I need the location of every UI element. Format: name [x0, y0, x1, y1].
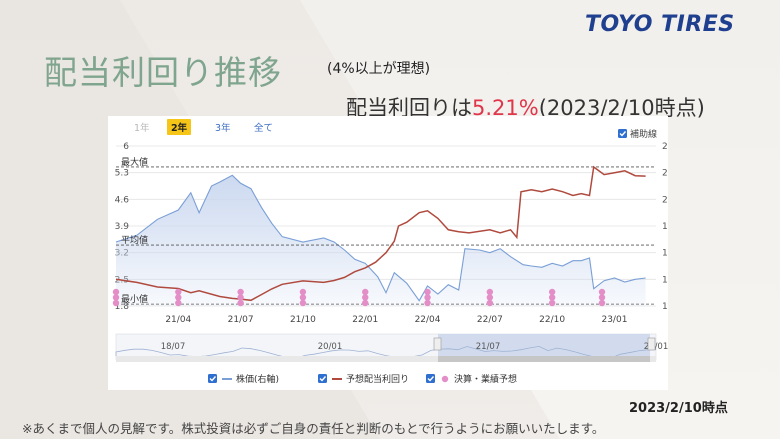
range-navigator[interactable]: 18/07 20/01 21/07 23/01 [115, 333, 668, 362]
left-tick-label: 4.6 [115, 195, 130, 205]
left-tick-label: 6 [123, 142, 129, 152]
navigator-scrollbar[interactable] [116, 356, 656, 362]
check-mark-icon [619, 131, 627, 137]
event-marker [362, 294, 369, 301]
range-tab-label: 3年 [215, 122, 231, 134]
event-marker [548, 294, 556, 301]
event-marker [112, 299, 120, 307]
right-tick-label: 1,700 [662, 249, 668, 259]
x-tick-label: 22/07 [477, 315, 503, 325]
range-tab[interactable]: 全て [254, 122, 273, 134]
navigator-scroll-thumb[interactable] [438, 356, 650, 362]
navigator-label: 21/07 [476, 342, 501, 352]
left-tick-label: 1.8 [115, 302, 130, 312]
range-tab[interactable]: 2年 [167, 119, 191, 135]
event-marker [362, 299, 369, 307]
event-marker [598, 294, 606, 301]
toyo-tires-logo: TOYO TIRES [585, 12, 735, 37]
page-title: 配当利回り推移 [44, 53, 282, 92]
event-marker [424, 294, 431, 301]
right-tick-label: 2,300 [662, 169, 668, 179]
reference-line-label: 最小値 [121, 293, 148, 305]
navigator-left-handle[interactable] [433, 337, 442, 351]
right-tick-label: 2,100 [662, 195, 668, 205]
x-tick-label: 22/04 [415, 315, 441, 325]
legend-item[interactable]: 予想配当利回り [318, 373, 409, 385]
event-marker [486, 288, 494, 296]
event-marker [598, 288, 606, 296]
range-tab[interactable]: 1年 [134, 122, 150, 134]
range-tab[interactable]: 3年 [215, 122, 231, 134]
event-marker [237, 294, 244, 301]
event-marker [112, 288, 120, 296]
x-tick-label: 22/01 [352, 315, 378, 325]
legend-item[interactable]: 決算・業績予想 [426, 373, 517, 385]
ideal-note: (4%以上が理想) [327, 61, 431, 77]
navigator-label: 18/07 [161, 342, 186, 352]
x-tick-label: 22/10 [539, 315, 565, 325]
legend-label: 予想配当利回り [346, 373, 409, 385]
event-marker [424, 299, 431, 307]
range-tab-label: 1年 [134, 122, 150, 134]
event-marker [299, 299, 307, 307]
x-tick-label: 23/01 [601, 315, 627, 325]
checkbox-icon [618, 129, 627, 138]
range-tab-label: 2年 [171, 122, 188, 134]
navigator-label: 23/01 [644, 342, 668, 352]
reference-line-label: 平均値 [121, 234, 148, 246]
event-marker [486, 294, 494, 301]
reference-line-label: 最大値 [121, 156, 148, 168]
left-tick-label: 5.3 [115, 169, 129, 179]
x-tick-label: 21/07 [228, 315, 254, 325]
range-tab-highlight [167, 119, 191, 135]
check-mark-icon [427, 376, 435, 382]
range-tab-label: 全て [254, 122, 273, 134]
disclaimer: ※あくまで個人の見解です。株式投資は必ずご自身の責任と判断のもとで行うようにお願… [22, 421, 605, 436]
navigator-label: 20/01 [318, 342, 343, 352]
legend-label: 株価(右軸) [236, 373, 279, 385]
price-area [116, 175, 646, 306]
aux-line-toggle[interactable]: 補助線 [618, 128, 657, 140]
checkbox-icon [318, 374, 327, 383]
aux-line-label: 補助線 [630, 128, 657, 140]
checkbox-icon [426, 374, 435, 383]
as-of-date: 2023/2/10時点 [629, 401, 728, 416]
right-tick-label: 1,900 [662, 222, 668, 232]
right-tick-label: 1,500 [662, 275, 668, 285]
checkbox-icon [208, 374, 217, 383]
check-mark-icon [209, 376, 217, 382]
event-marker [299, 288, 307, 296]
event-marker [299, 294, 307, 301]
event-marker [598, 299, 606, 307]
yield-price-chart: 1年2年3年全て補助線1.81,3002.51,5003.21,7003.91,… [112, 119, 688, 385]
event-marker [175, 299, 182, 307]
event-marker [548, 288, 556, 296]
price-series-line [115, 174, 646, 302]
legend-swatch [441, 375, 449, 383]
chart-panel: 1年2年3年全て補助線1.81,3002.51,5003.21,7003.91,… [108, 116, 688, 390]
x-tick-label: 21/04 [165, 315, 191, 325]
event-marker [175, 294, 182, 301]
legend-item[interactable]: 株価(右軸) [208, 373, 279, 385]
event-marker [548, 299, 556, 307]
check-mark-icon [319, 376, 327, 382]
navigator-right-handle[interactable] [647, 337, 656, 351]
legend-label: 決算・業績予想 [454, 373, 517, 385]
x-tick-label: 21/10 [290, 315, 316, 325]
event-marker [175, 288, 182, 296]
right-tick-label: 2,500 [662, 142, 668, 152]
navigator-selection[interactable] [438, 334, 650, 360]
event-marker [237, 288, 244, 296]
event-marker [486, 299, 494, 307]
right-tick-label: 1,300 [662, 302, 668, 312]
event-marker [424, 288, 431, 296]
event-marker [237, 299, 244, 307]
event-marker [112, 294, 120, 301]
left-tick-label: 3.9 [115, 222, 130, 232]
event-marker [362, 288, 369, 296]
